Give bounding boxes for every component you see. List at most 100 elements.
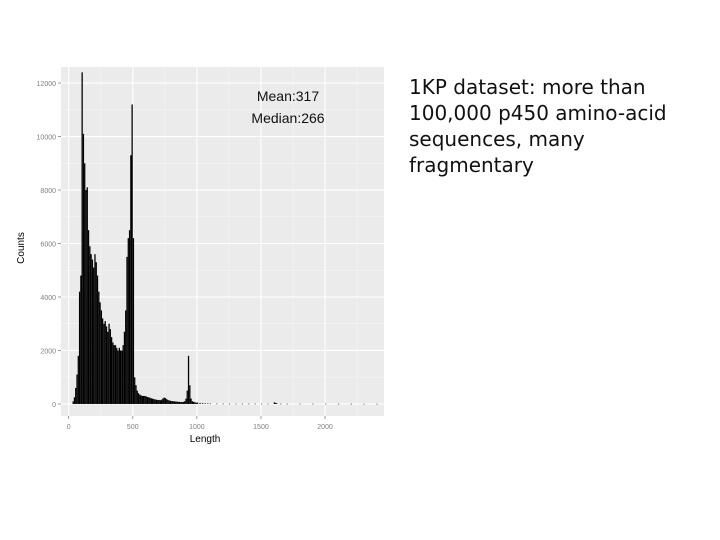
histogram-bar bbox=[312, 403, 314, 405]
histogram-bar bbox=[108, 323, 110, 404]
histogram-bar bbox=[178, 401, 181, 404]
histogram-bar bbox=[184, 401, 186, 404]
histogram-bar bbox=[140, 395, 142, 404]
histogram-bar bbox=[337, 403, 340, 405]
histogram-bar bbox=[254, 403, 256, 405]
histogram-bar bbox=[76, 374, 78, 404]
histogram-bar bbox=[145, 396, 147, 404]
histogram-bar bbox=[125, 310, 127, 404]
histogram-bar bbox=[104, 321, 106, 404]
histogram-bar bbox=[194, 402, 196, 404]
histogram-bar bbox=[152, 398, 154, 404]
histogram-bar bbox=[87, 230, 90, 404]
histogram-bar bbox=[85, 190, 87, 404]
histogram-bar bbox=[196, 402, 199, 404]
histogram-bar bbox=[273, 402, 276, 404]
histogram-bar bbox=[193, 401, 195, 404]
x-tick-label: 0 bbox=[67, 424, 71, 431]
histogram-bar bbox=[199, 402, 201, 404]
histogram-bar bbox=[89, 246, 91, 404]
histogram-bar bbox=[154, 399, 156, 404]
histogram-bar bbox=[72, 401, 74, 404]
histogram-bar bbox=[94, 254, 96, 404]
histogram-bar bbox=[132, 238, 135, 404]
x-axis-label: Length bbox=[190, 434, 221, 445]
histogram-bar bbox=[376, 403, 378, 405]
histogram-bar bbox=[216, 403, 218, 405]
histogram-bar bbox=[98, 291, 100, 404]
histogram-bar bbox=[81, 72, 83, 404]
histogram-bar bbox=[135, 385, 137, 404]
histogram-bar bbox=[80, 275, 82, 404]
histogram-bar bbox=[280, 403, 282, 405]
histogram-bar bbox=[155, 399, 158, 404]
histogram-bar bbox=[162, 398, 164, 404]
histogram-bar bbox=[119, 350, 122, 404]
histogram-bar bbox=[182, 401, 185, 404]
histogram-bar bbox=[99, 302, 101, 404]
histogram-bar bbox=[153, 399, 155, 404]
histogram-bar bbox=[166, 399, 168, 404]
x-tick-label: 1500 bbox=[253, 424, 269, 431]
y-tick-label: 10000 bbox=[37, 135, 57, 142]
histogram-bar bbox=[276, 403, 278, 404]
histogram-bar bbox=[107, 331, 109, 404]
histogram-bar bbox=[78, 291, 81, 404]
histogram-bar bbox=[134, 377, 136, 404]
histogram-bar bbox=[201, 403, 204, 404]
histogram-bar bbox=[275, 402, 277, 404]
histogram-bar bbox=[159, 400, 161, 404]
mean-annotation: Mean:317 bbox=[257, 88, 319, 104]
histogram-bar bbox=[96, 275, 99, 404]
histogram-bar bbox=[167, 399, 169, 404]
histogram-bar bbox=[299, 403, 301, 405]
histogram-bar bbox=[118, 347, 120, 404]
histogram-bar bbox=[173, 401, 176, 404]
histogram-bar bbox=[75, 387, 77, 404]
histogram-bar bbox=[110, 337, 113, 404]
x-tick-label: 500 bbox=[127, 424, 139, 431]
histogram-bar bbox=[158, 399, 160, 404]
histogram-bar bbox=[168, 400, 170, 404]
histogram-bar bbox=[235, 403, 237, 405]
histogram-bar bbox=[228, 403, 231, 405]
histogram-bar bbox=[150, 398, 153, 404]
histogram-bar bbox=[267, 403, 269, 405]
histogram-bar bbox=[116, 347, 118, 404]
histogram-bar bbox=[126, 256, 128, 404]
histogram-bar bbox=[164, 398, 167, 404]
histogram-bar bbox=[141, 395, 144, 404]
histogram-bar bbox=[77, 355, 79, 404]
histogram-bar bbox=[157, 399, 159, 404]
histogram-bar bbox=[112, 342, 114, 404]
histogram-bar bbox=[207, 403, 209, 404]
histogram-bar bbox=[189, 385, 191, 404]
histogram-bar bbox=[144, 395, 146, 404]
histogram-bar bbox=[103, 323, 105, 404]
histogram-bar bbox=[128, 230, 131, 404]
histogram-bar bbox=[95, 262, 97, 404]
slide-caption: 1KP dataset: more than 100,000 p450 amin… bbox=[409, 75, 667, 177]
histogram-bar bbox=[90, 254, 92, 404]
histogram-bar bbox=[130, 155, 132, 404]
histogram-bar bbox=[122, 345, 124, 404]
histogram-bar bbox=[82, 133, 85, 404]
histogram-bar bbox=[204, 403, 206, 404]
y-axis-label: Counts bbox=[16, 232, 27, 264]
histogram-bar bbox=[143, 395, 145, 404]
histogram-bar bbox=[187, 355, 190, 404]
y-tick-label: 4000 bbox=[40, 295, 56, 302]
histogram-bar bbox=[93, 267, 95, 404]
histogram-bar bbox=[123, 331, 126, 404]
histogram-bar bbox=[100, 310, 103, 404]
histogram-bar bbox=[84, 163, 86, 404]
histogram-bar bbox=[248, 403, 250, 405]
histogram-bar bbox=[181, 402, 183, 404]
histogram-bar bbox=[91, 259, 94, 404]
histogram-bar bbox=[185, 398, 187, 404]
histogram-bar bbox=[160, 399, 163, 404]
y-tick-label: 12000 bbox=[37, 81, 57, 88]
histogram-bar bbox=[177, 401, 179, 404]
y-tick-label: 6000 bbox=[40, 242, 56, 249]
histogram-bar bbox=[127, 238, 129, 404]
